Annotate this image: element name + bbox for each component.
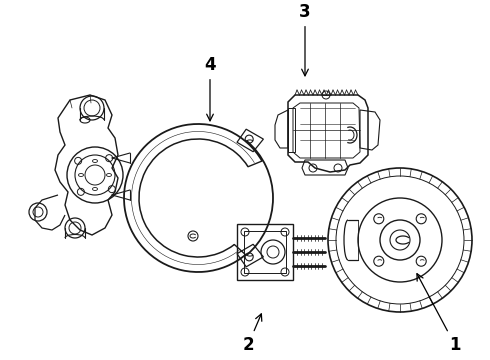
Text: 1: 1 (417, 274, 461, 354)
Text: 3: 3 (299, 3, 311, 76)
Text: 4: 4 (204, 56, 216, 121)
Text: 2: 2 (242, 314, 262, 354)
